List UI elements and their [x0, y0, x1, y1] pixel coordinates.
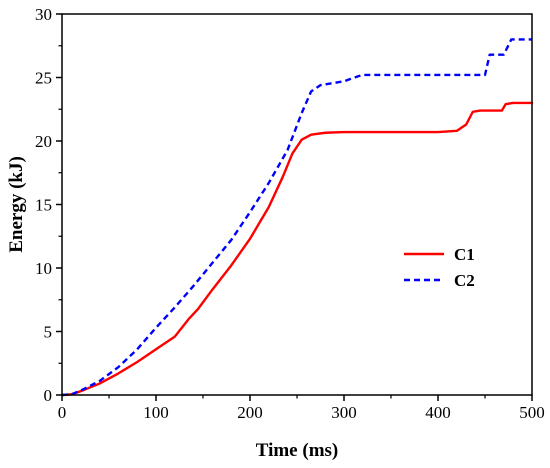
x-tick-label: 0	[58, 403, 67, 422]
x-tick-label: 400	[425, 403, 451, 422]
y-axis-label: Energy (kJ)	[6, 156, 27, 253]
y-tick-label: 25	[35, 69, 52, 88]
x-tick-label: 500	[519, 403, 545, 422]
legend: C1 C2	[404, 245, 475, 290]
legend-label-c2: C2	[454, 271, 475, 290]
y-tick-label: 20	[35, 132, 52, 151]
y-tick-label: 15	[35, 196, 52, 215]
series-line-c1	[60, 101, 534, 397]
y-tick-label: 0	[44, 386, 53, 405]
x-tick-label: 100	[143, 403, 169, 422]
series-line-c2	[61, 38, 532, 397]
y-tick-label: 5	[44, 323, 53, 342]
y-tick-label: 10	[35, 259, 52, 278]
x-axis-label: Time (ms)	[256, 440, 339, 461]
series-layer	[60, 38, 534, 397]
x-tick-label: 300	[331, 403, 357, 422]
legend-label-c1: C1	[454, 245, 475, 264]
y-tick-label: 30	[35, 5, 52, 24]
x-tick-label: 200	[237, 403, 263, 422]
plot-frame	[61, 13, 533, 396]
tick-layer: 0 100 200 300 400 500 0 5 10 15 20 25 30	[35, 5, 545, 422]
